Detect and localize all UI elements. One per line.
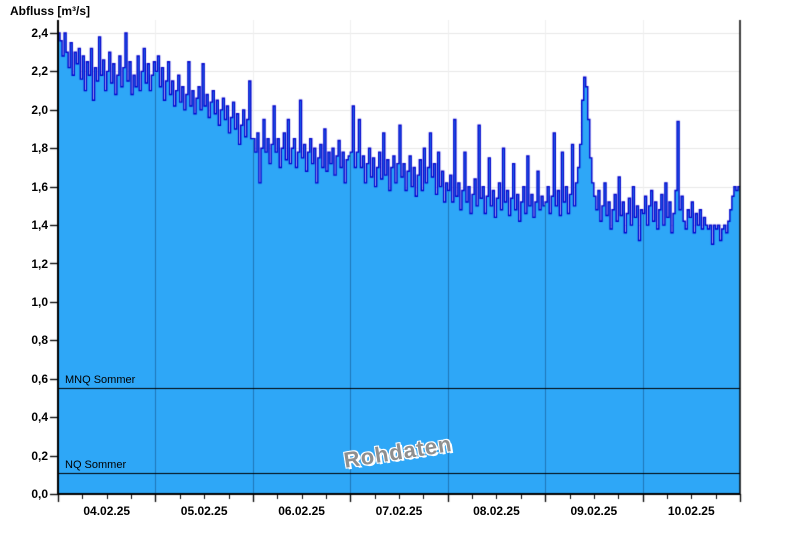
y-axis-title: Abfluss [m³/s] — [10, 4, 91, 18]
y-tick-label: 0,0 — [31, 487, 48, 501]
x-tick-label: 07.02.25 — [375, 504, 423, 518]
y-tick-label: 0,2 — [31, 448, 48, 463]
y-tick-label: 1,0 — [31, 294, 48, 309]
y-tick-label: 0,6 — [31, 371, 48, 386]
y-tick-label: 0,4 — [31, 410, 48, 425]
x-tick-label: 09.02.25 — [570, 504, 618, 518]
reference-label-mnq-sommer: MNQ Sommer — [65, 374, 136, 386]
x-tick-label: 04.02.25 — [83, 504, 131, 518]
y-tick-label: 1,6 — [31, 179, 48, 194]
y-tick-label: 2,2 — [31, 64, 48, 79]
x-tick-label: 06.02.25 — [278, 504, 325, 518]
y-tick-label: 1,4 — [31, 218, 48, 233]
y-tick-label: 1,8 — [31, 141, 48, 156]
x-tick-label: 05.02.25 — [180, 504, 228, 518]
x-tick-label: 10.02.25 — [667, 504, 715, 518]
y-tick-label: 0,8 — [31, 333, 48, 348]
y-tick-label: 2,0 — [31, 102, 48, 117]
y-tick-label: 1,2 — [31, 256, 48, 271]
y-tick-label: 2,4 — [31, 26, 48, 40]
x-tick-label: 08.02.25 — [473, 504, 520, 518]
reference-label-nq-sommer: NQ Sommer — [65, 459, 127, 471]
